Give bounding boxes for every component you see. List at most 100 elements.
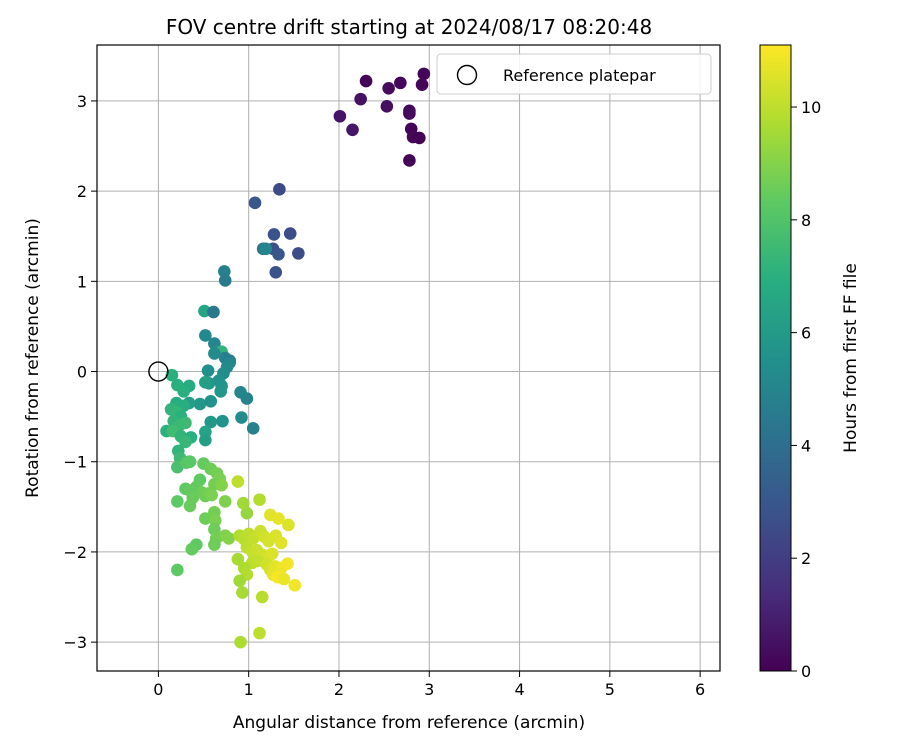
colorbar-tick-label: 4 [801, 436, 811, 455]
colorbar-label: Hours from first FF file [841, 263, 861, 453]
y-tick-label: −2 [63, 543, 87, 562]
colorbar-tick-label: 0 [801, 662, 811, 681]
data-points [160, 67, 431, 649]
data-point [269, 266, 283, 279]
x-axis-ticks: 0 1 2 3 4 5 6 [153, 671, 705, 699]
data-point [204, 415, 218, 429]
data-point [218, 274, 232, 287]
data-point [240, 392, 254, 405]
data-point [236, 586, 249, 599]
y-tick-label: 0 [77, 363, 87, 382]
data-point [222, 532, 236, 545]
x-tick-label: 2 [334, 680, 344, 699]
data-point [394, 76, 407, 90]
data-point [333, 109, 347, 123]
colorbar [759, 44, 792, 672]
y-axis-label: Rotation from reference (arcmin) [23, 218, 43, 498]
data-point [403, 154, 416, 167]
grid [97, 45, 720, 671]
colorbar-tick-label: 6 [801, 324, 811, 343]
x-tick-label: 0 [153, 680, 163, 699]
reference-platepar-point [148, 361, 169, 382]
chart-title: FOV centre drift starting at 2024/08/17 … [166, 15, 652, 39]
data-point [253, 493, 266, 506]
data-point [171, 495, 184, 508]
data-point [216, 414, 229, 428]
data-point [199, 433, 212, 447]
colorbar-tick-label: 10 [801, 98, 821, 117]
data-point [272, 247, 285, 261]
data-point [235, 411, 248, 424]
data-point [208, 538, 221, 552]
data-point [185, 542, 199, 556]
legend-label: Reference platepar [503, 66, 656, 85]
data-point [415, 78, 429, 91]
data-point [199, 329, 212, 342]
data-point [288, 579, 302, 592]
data-point [231, 552, 245, 566]
data-point [165, 368, 179, 382]
colorbar-tick-label: 8 [801, 211, 811, 230]
legend: Reference platepar [436, 53, 712, 95]
y-tick-label: 2 [77, 182, 87, 201]
reference-marker [148, 361, 169, 382]
data-point [236, 496, 250, 510]
data-point [359, 74, 373, 88]
data-point [255, 590, 269, 604]
data-point [292, 247, 305, 260]
y-tick-label: −1 [63, 453, 87, 472]
data-point [272, 512, 285, 525]
data-point [193, 397, 207, 411]
data-point [267, 228, 281, 241]
data-point [233, 574, 246, 588]
colorbar-tick-label: 2 [801, 549, 811, 568]
y-tick-label: 1 [77, 272, 87, 291]
data-point [199, 376, 212, 389]
data-point [214, 385, 227, 398]
data-point [417, 67, 431, 81]
x-tick-label: 3 [424, 680, 434, 699]
data-point [403, 107, 416, 120]
data-point [283, 227, 297, 240]
data-point [380, 100, 394, 113]
data-point [253, 626, 266, 640]
legend-box [436, 53, 712, 95]
data-point [183, 455, 197, 469]
data-point [204, 394, 218, 408]
data-point [207, 305, 220, 319]
data-point [259, 242, 273, 256]
data-point [277, 572, 291, 586]
data-point [218, 495, 232, 508]
data-point [273, 183, 286, 196]
plot-frame [96, 44, 721, 672]
data-point [231, 475, 245, 488]
data-point [177, 385, 190, 398]
data-point [246, 422, 260, 435]
x-axis-label: Angular distance from reference (arcmin) [233, 713, 585, 733]
data-point [183, 499, 197, 513]
data-point [205, 488, 218, 502]
data-point [234, 635, 247, 649]
data-point [208, 347, 221, 360]
data-point [382, 81, 395, 95]
data-point [282, 518, 295, 532]
data-point [215, 478, 228, 492]
data-point [354, 92, 367, 106]
data-point [179, 416, 192, 430]
x-tick-label: 5 [605, 680, 615, 699]
colorbar-ticks: 0 2 4 6 8 10 [791, 98, 821, 681]
y-tick-label: 3 [77, 92, 87, 111]
data-point [199, 512, 212, 525]
data-point [179, 435, 192, 449]
data-point [201, 364, 215, 377]
data-point [248, 196, 262, 210]
x-tick-label: 1 [244, 680, 254, 699]
data-point [274, 536, 288, 550]
data-point [346, 123, 359, 137]
data-point [413, 131, 426, 145]
data-point [240, 506, 254, 520]
data-point [171, 563, 184, 577]
data-point [281, 557, 294, 570]
legend-marker [456, 64, 478, 86]
